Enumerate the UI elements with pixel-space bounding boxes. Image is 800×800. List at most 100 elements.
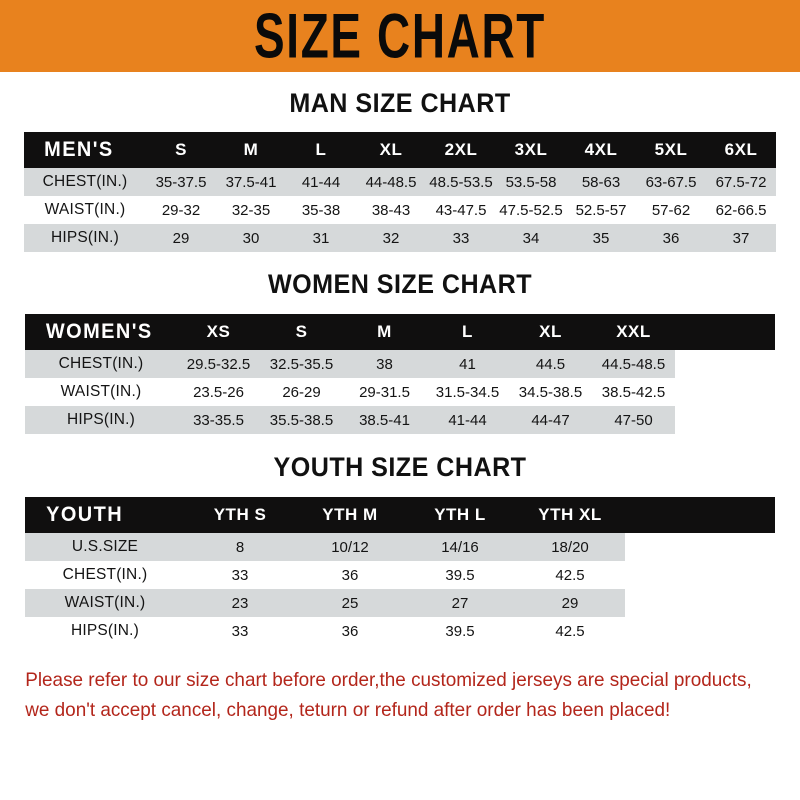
men-header-row: MEN'S S M L XL 2XL 3XL 4XL 5XL 6XL bbox=[24, 132, 776, 168]
disclaimer: Please refer to our size chart before or… bbox=[0, 665, 776, 725]
women-header-spacer bbox=[675, 314, 775, 350]
women-header-row: WOMEN'S XS S M L XL XXL bbox=[25, 314, 775, 350]
measurement-cell: 37.5-41 bbox=[225, 173, 277, 191]
row-label: WAIST(IN.) bbox=[60, 383, 142, 400]
row-label: CHEST(IN.) bbox=[42, 173, 128, 190]
row-spacer bbox=[625, 589, 775, 617]
measurement-cell: 35-38 bbox=[301, 201, 341, 219]
table-row: WAIST(IN.) 29-32 32-35 35-38 38-43 43-47.5 47.… bbox=[24, 196, 776, 224]
measurement-cell: 33 bbox=[452, 229, 470, 247]
men-size-header: 5XL bbox=[654, 140, 688, 159]
measurement-cell: 67.5-72 bbox=[715, 173, 767, 191]
measurement-cell: 44-47 bbox=[531, 411, 570, 429]
table-row: CHEST(IN.) 29.5-32.5 32.5-35.5 38 41 44.5 44.5… bbox=[25, 350, 775, 378]
youth-size-header: YTH L bbox=[434, 505, 486, 524]
youth-group-label: YOUTH bbox=[46, 503, 124, 526]
youth-size-table: YOUTH YTH S YTH M YTH L YTH XL U.S.SIZE 8 10/12… bbox=[25, 497, 775, 645]
measurement-cell: 34 bbox=[522, 229, 540, 247]
measurement-cell: 39.5 bbox=[445, 566, 475, 584]
measurement-cell: 25 bbox=[341, 594, 359, 612]
measurement-cell: 42.5 bbox=[555, 622, 585, 640]
measurement-cell: 31.5-34.5 bbox=[435, 383, 500, 401]
women-table-wrap: WOMEN'S XS S M L XL XXL CHEST(IN.) 29.5-32.5 32.5… bbox=[0, 314, 800, 434]
men-size-header: M bbox=[243, 140, 259, 159]
women-size-table: WOMEN'S XS S M L XL XXL CHEST(IN.) 29.5-32.5 32.5… bbox=[25, 314, 775, 434]
table-row: WAIST(IN.) 23.5-26 26-29 29-31.5 31.5-34.5 34… bbox=[25, 378, 775, 406]
row-spacer bbox=[675, 350, 775, 378]
row-label: HIPS(IN.) bbox=[50, 229, 120, 246]
section-title-women: WOMEN SIZE CHART bbox=[267, 269, 533, 299]
measurement-cell: 32.5-35.5 bbox=[269, 355, 334, 373]
women-size-header: M bbox=[377, 322, 392, 341]
row-label: U.S.SIZE bbox=[71, 538, 139, 555]
row-spacer bbox=[625, 533, 775, 561]
women-group-label: WOMEN'S bbox=[45, 320, 153, 343]
measurement-cell: 58-63 bbox=[581, 173, 621, 191]
measurement-cell: 14/16 bbox=[441, 538, 479, 556]
table-row: U.S.SIZE 8 10/12 14/16 18/20 bbox=[25, 533, 775, 561]
measurement-cell: 38 bbox=[376, 355, 393, 373]
measurement-cell: 23 bbox=[231, 594, 249, 612]
measurement-cell: 42.5 bbox=[555, 566, 585, 584]
measurement-cell: 44-48.5 bbox=[365, 173, 417, 191]
row-label: WAIST(IN.) bbox=[44, 201, 126, 218]
measurement-cell: 26-29 bbox=[282, 383, 321, 401]
measurement-cell: 41 bbox=[459, 355, 476, 373]
women-size-header: XXL bbox=[616, 322, 651, 341]
table-row: HIPS(IN.) 29 30 31 32 33 34 35 36 37 bbox=[24, 224, 776, 252]
youth-header-row: YOUTH YTH S YTH M YTH L YTH XL bbox=[25, 497, 775, 533]
disclaimer-line-2: we don't accept cancel, change, teturn o… bbox=[25, 699, 671, 721]
measurement-cell: 41-44 bbox=[301, 173, 341, 191]
men-size-header: 3XL bbox=[514, 140, 548, 159]
measurement-cell: 35.5-38.5 bbox=[269, 411, 334, 429]
measurement-cell: 63-67.5 bbox=[645, 173, 697, 191]
men-group-label: MEN'S bbox=[44, 138, 114, 161]
youth-header-spacer bbox=[625, 497, 775, 533]
measurement-cell: 29.5-32.5 bbox=[186, 355, 251, 373]
measurement-cell: 35 bbox=[592, 229, 610, 247]
youth-size-header: YTH XL bbox=[538, 505, 602, 524]
men-size-header: 4XL bbox=[584, 140, 618, 159]
youth-size-header: YTH S bbox=[213, 505, 267, 524]
measurement-cell: 18/20 bbox=[551, 538, 589, 556]
measurement-cell: 8 bbox=[235, 538, 245, 556]
measurement-cell: 32-35 bbox=[231, 201, 271, 219]
measurement-cell: 33 bbox=[231, 566, 249, 584]
measurement-cell: 32 bbox=[382, 229, 400, 247]
row-spacer bbox=[675, 406, 775, 434]
men-size-header: L bbox=[315, 140, 327, 159]
measurement-cell: 38-43 bbox=[371, 201, 411, 219]
men-size-header: 6XL bbox=[724, 140, 758, 159]
measurement-cell: 44.5 bbox=[535, 355, 566, 373]
table-row: HIPS(IN.) 33-35.5 35.5-38.5 38.5-41 41-44 44-… bbox=[25, 406, 775, 434]
measurement-cell: 39.5 bbox=[445, 622, 475, 640]
measurement-cell: 43-47.5 bbox=[435, 201, 487, 219]
man-table-wrap: MEN'S S M L XL 2XL 3XL 4XL 5XL 6XL CHEST(IN.) 35-37… bbox=[0, 132, 800, 252]
row-spacer bbox=[625, 561, 775, 589]
measurement-cell: 36 bbox=[341, 566, 359, 584]
page-banner: SIZE CHART bbox=[0, 0, 800, 72]
women-size-header: L bbox=[462, 322, 473, 341]
measurement-cell: 29 bbox=[561, 594, 579, 612]
measurement-cell: 29 bbox=[172, 229, 190, 247]
row-spacer bbox=[625, 617, 775, 645]
men-size-header: XL bbox=[379, 140, 403, 159]
women-size-header: XL bbox=[539, 322, 562, 341]
row-spacer bbox=[675, 378, 775, 406]
women-size-header: S bbox=[295, 322, 308, 341]
measurement-cell: 48.5-53.5 bbox=[429, 173, 493, 191]
row-label: WAIST(IN.) bbox=[64, 594, 146, 611]
measurement-cell: 23.5-26 bbox=[193, 383, 244, 401]
women-size-header: XS bbox=[206, 322, 231, 341]
measurement-cell: 31 bbox=[312, 229, 330, 247]
table-row: CHEST(IN.) 35-37.5 37.5-41 41-44 44-48.5 48.5… bbox=[24, 168, 776, 196]
measurement-cell: 52.5-57 bbox=[575, 201, 627, 219]
man-size-table: MEN'S S M L XL 2XL 3XL 4XL 5XL 6XL CHEST(IN.) 35-37… bbox=[24, 132, 776, 252]
measurement-cell: 27 bbox=[451, 594, 469, 612]
table-row: HIPS(IN.) 33 36 39.5 42.5 bbox=[25, 617, 775, 645]
table-row: CHEST(IN.) 33 36 39.5 42.5 bbox=[25, 561, 775, 589]
row-label: HIPS(IN.) bbox=[70, 622, 140, 639]
measurement-cell: 10/12 bbox=[331, 538, 369, 556]
measurement-cell: 57-62 bbox=[651, 201, 691, 219]
